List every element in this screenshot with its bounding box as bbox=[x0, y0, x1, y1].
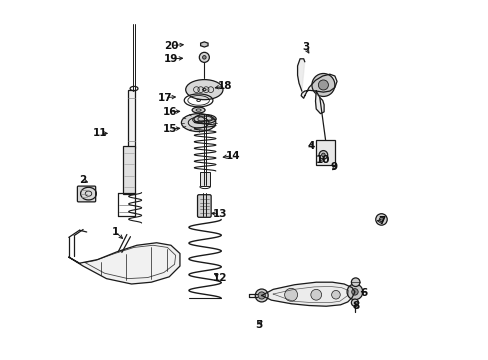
Text: 7: 7 bbox=[377, 216, 385, 226]
FancyBboxPatch shape bbox=[77, 186, 96, 202]
Text: 10: 10 bbox=[315, 155, 329, 165]
Text: 5: 5 bbox=[255, 320, 262, 330]
Bar bbox=[128, 90, 135, 148]
Text: 3: 3 bbox=[301, 42, 308, 52]
Circle shape bbox=[255, 289, 267, 302]
Circle shape bbox=[258, 292, 265, 299]
Circle shape bbox=[351, 289, 357, 295]
Circle shape bbox=[284, 288, 297, 301]
Text: 17: 17 bbox=[157, 93, 172, 103]
Text: 15: 15 bbox=[163, 124, 177, 134]
Circle shape bbox=[346, 284, 362, 300]
Bar bbox=[316, 140, 334, 165]
Polygon shape bbox=[200, 42, 207, 47]
Text: 16: 16 bbox=[163, 107, 177, 117]
Bar bbox=[122, 146, 135, 194]
Circle shape bbox=[331, 291, 340, 299]
Circle shape bbox=[199, 52, 209, 62]
Circle shape bbox=[310, 289, 321, 300]
Text: 19: 19 bbox=[163, 54, 178, 64]
Polygon shape bbox=[69, 243, 180, 284]
Circle shape bbox=[351, 299, 358, 306]
Text: 1: 1 bbox=[112, 227, 119, 237]
Ellipse shape bbox=[181, 114, 215, 132]
Ellipse shape bbox=[192, 107, 204, 113]
Text: 6: 6 bbox=[359, 288, 366, 298]
Circle shape bbox=[202, 55, 206, 59]
Text: 9: 9 bbox=[330, 162, 337, 172]
Text: 18: 18 bbox=[217, 81, 231, 91]
Bar bbox=[199, 172, 210, 186]
FancyBboxPatch shape bbox=[197, 195, 211, 217]
Text: 4: 4 bbox=[306, 141, 314, 151]
Circle shape bbox=[311, 73, 334, 96]
Text: 14: 14 bbox=[225, 150, 240, 161]
Text: 20: 20 bbox=[163, 41, 178, 50]
Circle shape bbox=[375, 214, 386, 225]
Circle shape bbox=[319, 150, 327, 159]
Ellipse shape bbox=[185, 80, 223, 100]
Text: 2: 2 bbox=[79, 175, 86, 185]
Circle shape bbox=[351, 278, 359, 287]
Polygon shape bbox=[315, 91, 324, 114]
Polygon shape bbox=[297, 59, 304, 91]
Text: 11: 11 bbox=[93, 129, 107, 138]
Polygon shape bbox=[301, 74, 336, 98]
Circle shape bbox=[379, 217, 383, 222]
Polygon shape bbox=[261, 282, 354, 306]
Ellipse shape bbox=[192, 117, 204, 123]
Circle shape bbox=[318, 80, 328, 90]
Text: 8: 8 bbox=[351, 301, 359, 311]
Text: 12: 12 bbox=[212, 273, 227, 283]
Text: 13: 13 bbox=[212, 209, 227, 219]
Circle shape bbox=[321, 153, 325, 157]
